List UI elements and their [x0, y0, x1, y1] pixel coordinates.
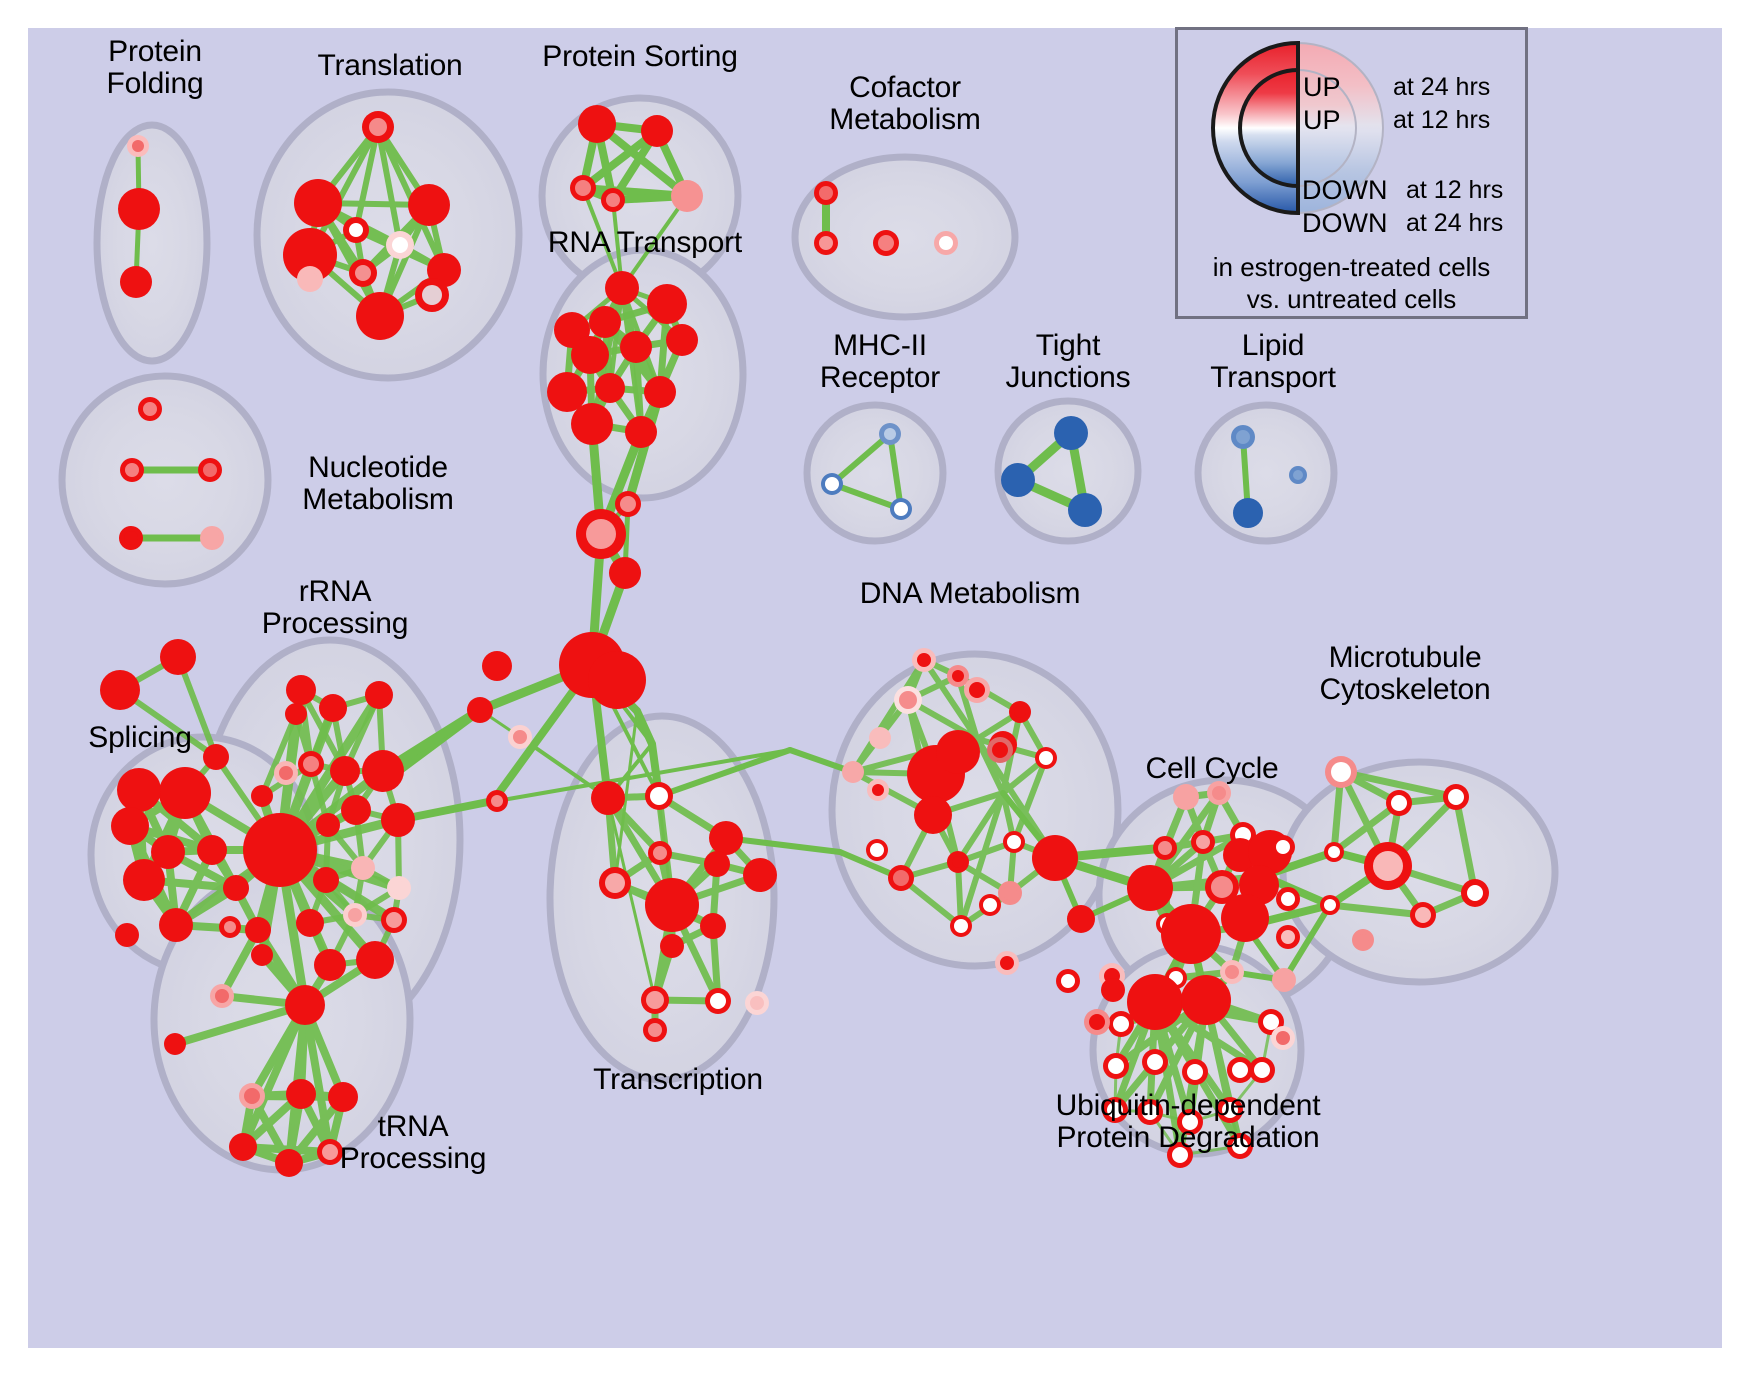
cluster-label-lipid-transport: Lipid Transport — [1210, 329, 1336, 395]
cluster-label-rna-transport: RNA Transport — [547, 226, 743, 259]
cluster-label-tight-junctions: Tight Junctions — [1005, 329, 1131, 395]
legend-row-2-direction: DOWN — [1302, 175, 1388, 205]
cluster-blob-protein-folding — [93, 121, 211, 365]
legend-row-1-time: at 12 hrs — [1393, 106, 1491, 134]
cluster-blob-translation — [253, 88, 523, 382]
cluster-label-nucleotide-metabolism: Nucleotide Metabolism — [302, 451, 454, 517]
cluster-blob-nucleotide — [58, 372, 272, 588]
legend-caption-line1: in estrogen-treated cells — [1212, 252, 1491, 282]
network-nodes — [100, 105, 1489, 1177]
legend-row-3-time: at 24 hrs — [1406, 209, 1504, 237]
cluster-label-trna-processing: tRNA Processing — [339, 1110, 487, 1176]
legend-row-0-time: at 24 hrs — [1393, 73, 1491, 101]
cluster-blob-lipid-transport — [1194, 401, 1338, 545]
cluster-blob-mhc — [803, 401, 947, 545]
legend-row-1-direction: UP — [1303, 105, 1341, 135]
cluster-label-splicing: Splicing — [88, 721, 192, 754]
legend-row-3-direction: DOWN — [1302, 208, 1388, 238]
cluster-label-microtubule: Microtubule Cytoskeleton — [1319, 641, 1491, 707]
cluster-label-cell-cycle: Cell Cycle — [1145, 752, 1279, 785]
cluster-label-ubiquitin: Ubiquitin-dependent Protein Degradation — [1055, 1089, 1321, 1155]
legend-dual-ring-icon — [1211, 40, 1384, 216]
legend-panel: UP at 24 hrs UP at 12 hrs DOWN at 12 hrs… — [1175, 27, 1528, 319]
cluster-label-cofactor-metabolism: Cofactor Metabolism — [829, 71, 981, 137]
cluster-label-protein-sorting: Protein Sorting — [542, 40, 738, 73]
legend-row-2-time: at 12 hrs — [1406, 176, 1504, 204]
cluster-label-rrna-processing: rRNA Processing — [261, 575, 409, 641]
legend-caption-line2: vs. untreated cells — [1246, 284, 1457, 314]
cluster-blob-cofactor — [791, 153, 1019, 321]
cluster-label-transcription: Transcription — [593, 1063, 763, 1096]
legend-row-0-direction: UP — [1303, 72, 1341, 102]
cluster-label-dna-metabolism: DNA Metabolism — [859, 577, 1081, 610]
cluster-blob-tight-junctions — [994, 397, 1142, 545]
cluster-label-translation: Translation — [317, 49, 463, 82]
cluster-label-protein-folding: Protein Folding — [106, 35, 204, 101]
cluster-label-mhc-ii: MHC-II Receptor — [819, 329, 941, 395]
